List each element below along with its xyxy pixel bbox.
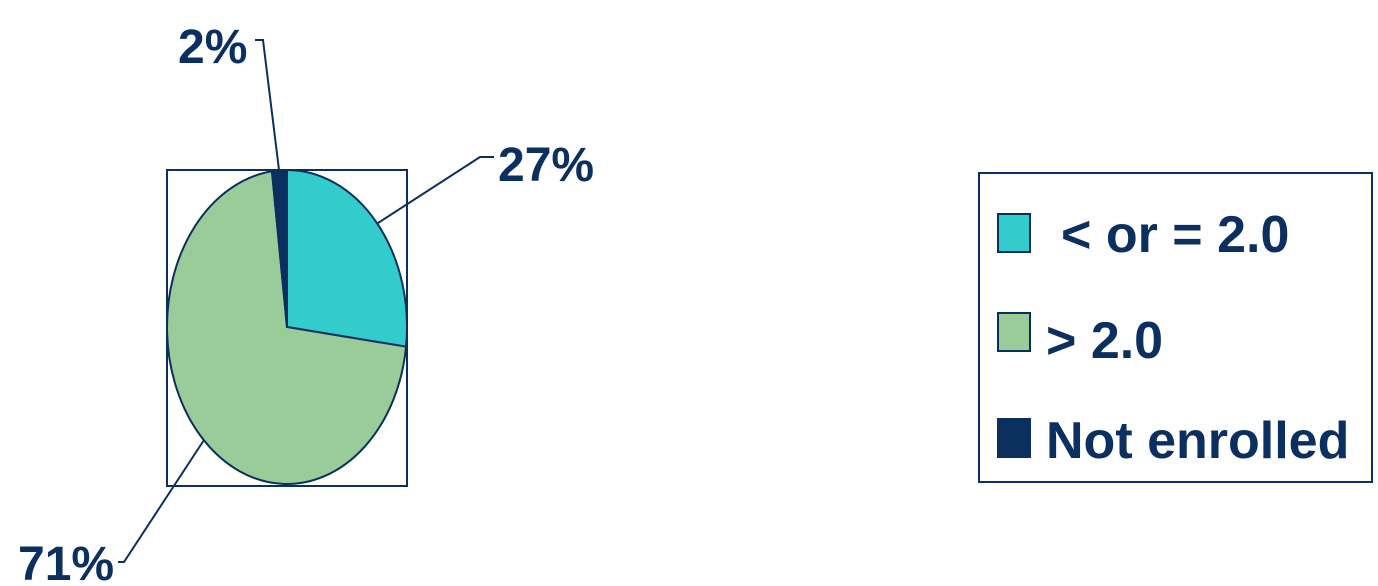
leader-line-2: [255, 39, 280, 171]
legend: < or = 2.0 > 2.0 Not enrolled: [978, 172, 1373, 483]
legend-label-greater-2: > 2.0: [1046, 312, 1163, 370]
data-label-2: 2%: [178, 21, 247, 74]
leader-line-71: [118, 439, 205, 563]
legend-swatch-less-or-equal-2: [997, 213, 1031, 253]
pie-slices: [166, 168, 408, 485]
slice-greater-2: [166, 170, 408, 485]
legend-label-not-enrolled: Not enrolled: [1046, 412, 1349, 470]
legend-swatch-greater-2: [997, 312, 1031, 352]
legend-label-less-or-equal-2: < or = 2.0: [1061, 206, 1289, 264]
legend-frame: [978, 172, 1373, 483]
slice-less-or-equal-2: [286, 168, 408, 348]
slice-not-enrolled: [270, 168, 288, 328]
data-label-71: 71%: [18, 538, 114, 586]
legend-swatch-not-enrolled: [997, 418, 1031, 458]
data-label-27: 27%: [498, 139, 594, 192]
leader-line-27: [377, 156, 494, 224]
